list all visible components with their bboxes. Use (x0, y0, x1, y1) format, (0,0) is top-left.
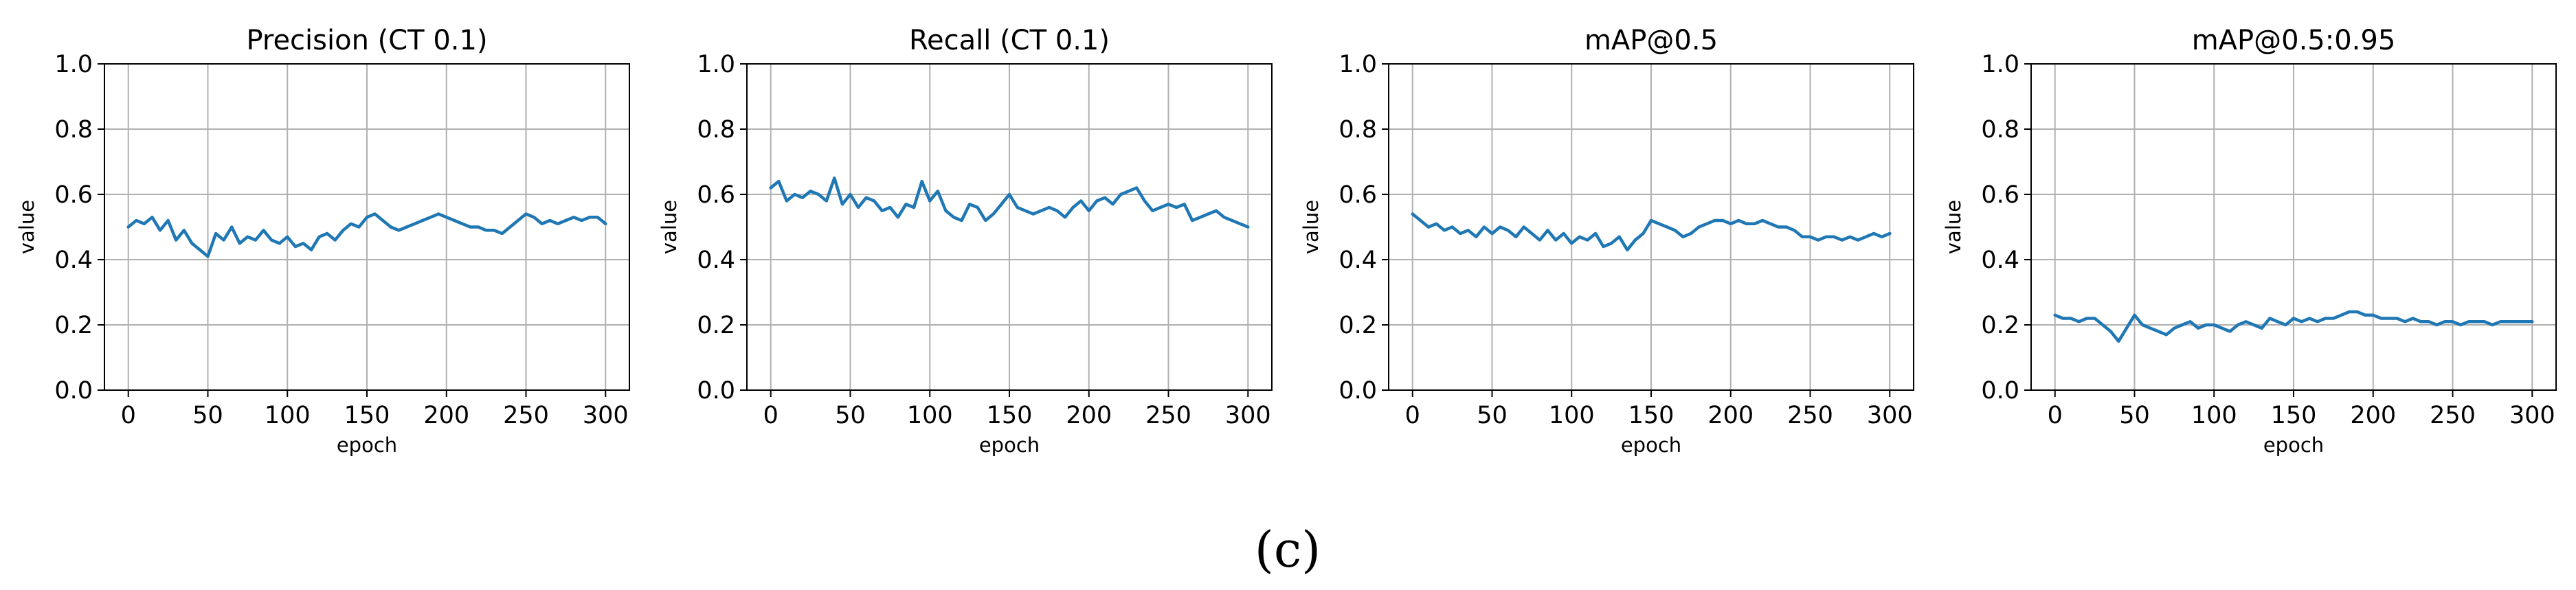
y-tick-label: 0.0 (1339, 377, 1377, 405)
y-tick-label: 0.4 (54, 247, 93, 274)
x-tick-label: 100 (2191, 402, 2237, 429)
y-tick-label: 0.2 (1981, 312, 2019, 339)
chart-3: 0 50 100 150 200 250 300 0.0 0.2 0.4 0.6 0.8 1.0 mAP@… (1299, 25, 1914, 457)
chart-4: 0 50 100 150 200 250 300 0.0 0.2 0.4 0.6 0.8 1.0 mAP@… (1942, 25, 2557, 457)
y-tick-label: 0.6 (1339, 181, 1377, 209)
chart-title: Recall (CT 0.1) (909, 25, 1110, 56)
chart-1: 0 50 100 150 200 250 300 0.0 0.2 0.4 0.6 0.8 1.0 Prec… (15, 25, 630, 457)
y-tick-label: 0.2 (1339, 312, 1377, 339)
y-axis-label: value (15, 200, 38, 254)
y-tick-label: 0.6 (54, 181, 93, 209)
y-axis-label: value (658, 200, 681, 254)
y-tick-label: 0.8 (1981, 116, 2019, 144)
x-tick-label: 200 (423, 402, 469, 429)
x-tick-label: 0 (1405, 402, 1420, 429)
series-line (1411, 212, 1892, 252)
x-tick-label: 0 (763, 402, 779, 429)
x-tick-label: 200 (1707, 402, 1754, 429)
x-tick-label: 50 (192, 402, 223, 429)
x-tick-label: 150 (2271, 402, 2317, 429)
x-tick-label: 150 (1628, 402, 1675, 429)
chart-title: mAP@0.5 (1584, 25, 1718, 56)
y-tick-label: 0.8 (1339, 116, 1377, 144)
y-tick-label: 1.0 (1339, 51, 1377, 78)
y-tick-label: 0.4 (697, 247, 735, 274)
series-line (2053, 310, 2534, 343)
x-axis-label: epoch (1621, 433, 1681, 457)
x-axis-label: epoch (337, 433, 397, 457)
chart-title: mAP@0.5:0.95 (2192, 25, 2396, 56)
figure-caption: (c) (1255, 521, 1321, 578)
x-tick-label: 200 (1066, 402, 1112, 429)
y-tick-label: 0.8 (54, 116, 93, 144)
x-tick-label: 0 (121, 402, 136, 429)
x-tick-label: 100 (265, 402, 311, 429)
x-tick-label: 200 (2350, 402, 2396, 429)
x-tick-label: 100 (1549, 402, 1595, 429)
x-tick-label: 100 (907, 402, 953, 429)
y-axis-label: value (1942, 200, 1965, 254)
x-tick-label: 250 (1787, 402, 1833, 429)
chart-title: Precision (CT 0.1) (246, 25, 487, 56)
y-tick-label: 0.2 (697, 312, 735, 339)
y-tick-label: 0.0 (697, 377, 735, 405)
y-tick-label: 1.0 (697, 51, 735, 78)
x-tick-label: 0 (2048, 402, 2063, 429)
x-tick-label: 50 (1477, 402, 1508, 429)
y-tick-label: 1.0 (1981, 51, 2019, 78)
y-tick-label: 0.0 (54, 377, 93, 405)
y-tick-label: 1.0 (54, 51, 93, 78)
series-line (769, 177, 1250, 229)
x-axis-label: epoch (979, 433, 1040, 457)
x-tick-label: 250 (2430, 402, 2476, 429)
y-tick-label: 0.8 (697, 116, 735, 144)
x-tick-label: 300 (2509, 402, 2555, 429)
y-tick-label: 0.0 (1981, 377, 2019, 405)
x-tick-label: 300 (1867, 402, 1913, 429)
x-tick-label: 150 (987, 402, 1033, 429)
y-tick-label: 0.2 (54, 312, 93, 339)
x-tick-label: 300 (1225, 402, 1271, 429)
x-tick-label: 50 (2119, 402, 2150, 429)
y-tick-label: 0.4 (1981, 247, 2019, 274)
y-tick-label: 0.4 (1339, 247, 1377, 274)
x-tick-label: 150 (344, 402, 390, 429)
x-tick-label: 300 (583, 402, 629, 429)
chart-2: 0 50 100 150 200 250 300 0.0 0.2 0.4 0.6 0.8 1.0 Reca… (658, 25, 1273, 457)
series-line (126, 212, 607, 258)
y-tick-label: 0.6 (697, 181, 735, 209)
x-tick-label: 50 (835, 402, 866, 429)
x-axis-label: epoch (2263, 433, 2324, 457)
x-tick-label: 250 (1145, 402, 1191, 429)
x-tick-label: 250 (503, 402, 549, 429)
y-tick-label: 0.6 (1981, 181, 2019, 209)
y-axis-label: value (1299, 200, 1323, 254)
